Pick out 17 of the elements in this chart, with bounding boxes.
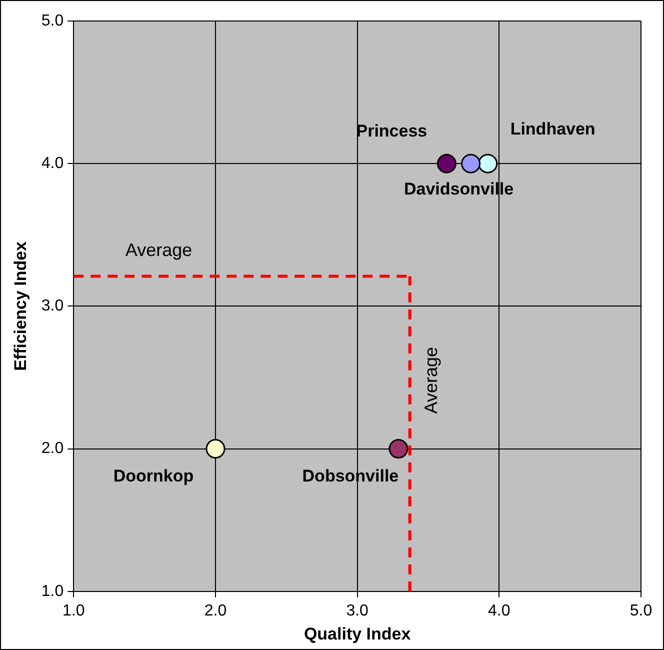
x-axis-title: Quality Index	[304, 624, 412, 644]
series-label: Lindhaven	[510, 119, 596, 138]
series-label: Doornkop	[113, 466, 194, 486]
ref-line-label: Average	[420, 346, 441, 414]
y-tick-label: 3.0	[41, 298, 64, 315]
y-tick-label: 5.0	[41, 12, 64, 30]
ref-line-label: Average	[125, 240, 192, 260]
y-tick-label: 1.0	[41, 582, 64, 600]
y-tick-label: 2.0	[41, 440, 64, 458]
x-tick-label: 5.0	[630, 602, 652, 620]
y-axis-title: Efficiency Index	[10, 240, 30, 371]
series-label: Princess	[356, 121, 428, 140]
y-tick-label: 4.0	[41, 155, 64, 172]
x-tick-label: 4.0	[488, 602, 510, 620]
x-tick-label: 2.0	[204, 602, 227, 620]
x-tick-label: 3.0	[346, 602, 369, 620]
x-tick-label: 1.0	[62, 602, 85, 620]
